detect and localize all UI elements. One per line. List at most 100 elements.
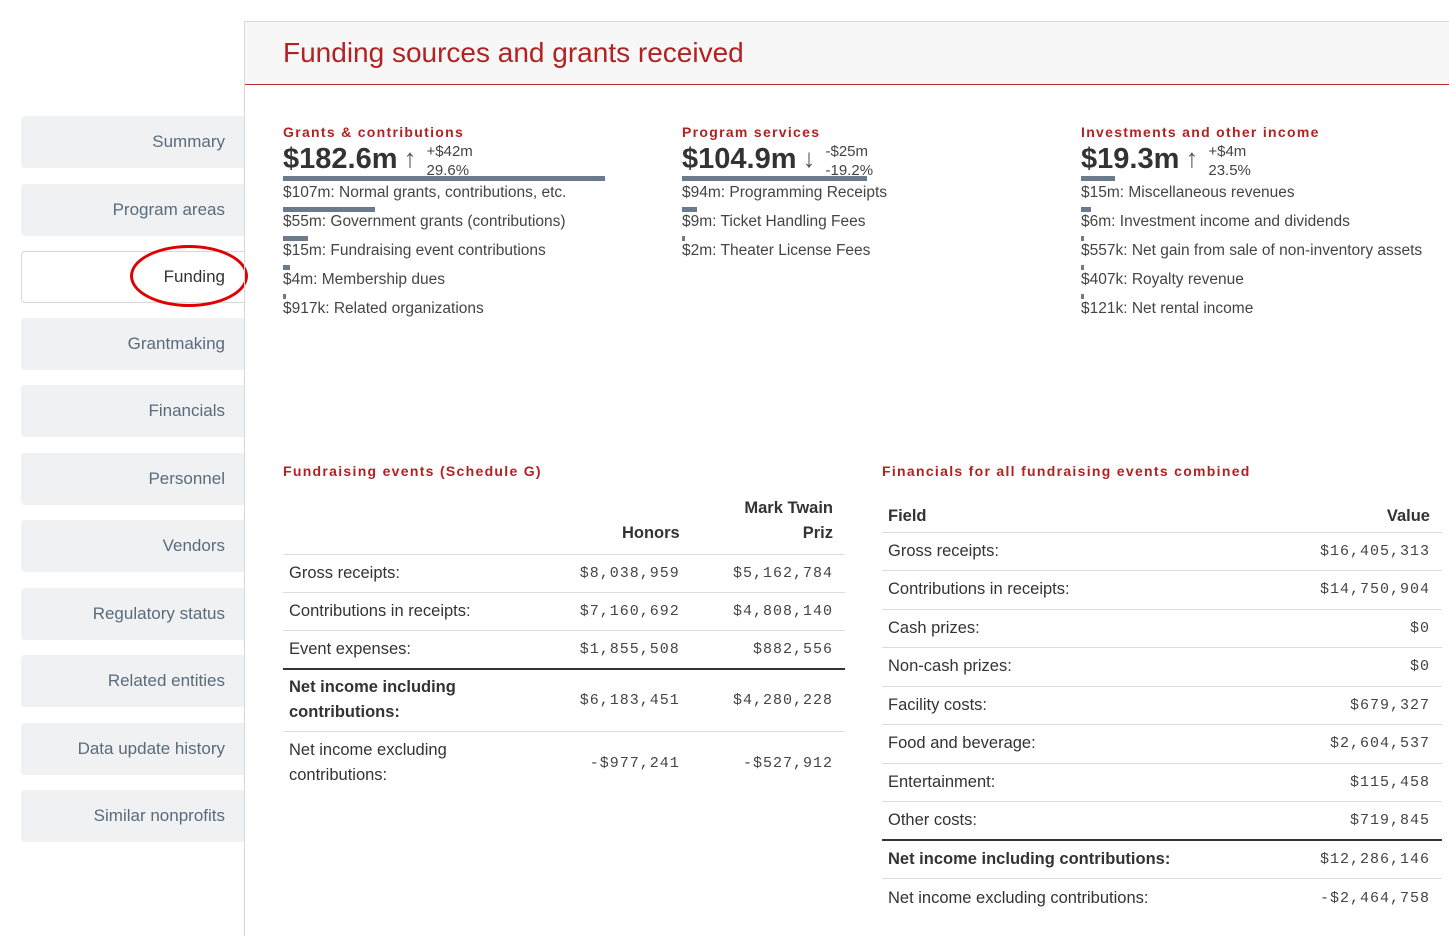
- headline: $19.3m ↑ +$4m 23.5%: [1081, 142, 1441, 179]
- change-absolute: +$42m: [426, 143, 473, 160]
- arrow-up-icon: ↑: [1185, 143, 1199, 173]
- table-row: Net income excluding contributions: -$2,4…: [882, 879, 1442, 918]
- column-header: Honors: [538, 496, 692, 555]
- breakdown-text: $107m: Normal grants, contributions, etc…: [283, 184, 567, 201]
- breakdown-bar: [283, 294, 286, 299]
- breakdown-bar: [682, 207, 697, 212]
- row-field: Other costs:: [882, 801, 1275, 841]
- sidebar-item-vendors[interactable]: Vendors: [21, 520, 245, 572]
- table-row: Facility costs: $679,327: [882, 686, 1442, 725]
- breakdown-text: $557k: Net gain from sale of non-invento…: [1081, 242, 1423, 259]
- row-field: Event expenses:: [283, 630, 539, 669]
- breakdown-item: $6m: Investment income and dividends: [1081, 207, 1441, 231]
- change-info: -$25m -19.2%: [826, 142, 874, 180]
- table-row: Entertainment: $115,458: [882, 763, 1442, 802]
- breakdown-list: $107m: Normal grants, contributions, etc…: [283, 184, 663, 318]
- sidebar-item-data-update-history[interactable]: Data update history: [21, 723, 245, 775]
- breakdown-list: $15m: Miscellaneous revenues $6m: Investm…: [1081, 184, 1441, 318]
- row-value: $2,604,537: [1274, 724, 1442, 764]
- row-value-twain: $4,808,140: [691, 592, 845, 631]
- row-value: $679,327: [1274, 686, 1442, 725]
- breakdown-bar: [1081, 207, 1092, 212]
- breakdown-list: $94m: Programming Receipts $9m: Ticket Ha…: [682, 184, 1062, 260]
- section-label: Program services: [682, 124, 821, 140]
- headline: $182.6m ↑ +$42m 29.6%: [283, 142, 663, 179]
- row-value-twain: -$527,912: [742, 754, 833, 772]
- arrow-up-icon: ↑: [403, 143, 417, 173]
- row-field: Gross receipts:: [283, 554, 539, 593]
- table-row: Net income including contributions: $6,1…: [283, 667, 845, 732]
- table-row: Gross receipts: $16,405,313: [882, 532, 1442, 571]
- change-absolute: -$25m: [825, 143, 869, 160]
- row-field: Net income including contributions:: [283, 667, 539, 732]
- sidebar-item-summary[interactable]: Summary: [21, 116, 245, 168]
- sidebar-item-similar-nonprofits[interactable]: Similar nonprofits: [21, 790, 245, 842]
- row-value: $0: [1274, 647, 1442, 687]
- row-value: $16,405,313: [1274, 532, 1442, 571]
- total-bar: [682, 176, 867, 181]
- breakdown-text: $94m: Programming Receipts: [682, 184, 888, 201]
- change-percent: 23.5%: [1208, 162, 1251, 179]
- change-percent: 29.6%: [426, 162, 470, 179]
- row-value-honors: $1,855,508: [538, 630, 692, 669]
- row-field: Net income excluding contributions:: [888, 888, 1149, 907]
- sidebar-item-regulatory-status[interactable]: Regulatory status: [21, 588, 245, 640]
- breakdown-bar: [283, 236, 309, 241]
- table-header-row: Honors Mark Twain Priz: [283, 496, 845, 555]
- page-title: Funding sources and grants received: [283, 37, 744, 68]
- breakdown-item: $15m: Fundraising event contributions: [283, 236, 663, 260]
- row-value-honors: $6,183,451: [538, 667, 692, 732]
- row-value-twain: $882,556: [691, 630, 845, 669]
- column-header: [283, 496, 539, 555]
- table-row: Net income excluding contributions: -$97…: [283, 732, 845, 795]
- column-header: Mark Twain Priz: [691, 496, 845, 555]
- breakdown-text: $917k: Related organizations: [283, 300, 484, 317]
- row-value: $719,845: [1274, 801, 1442, 841]
- total-amount: $19.3m: [1081, 143, 1180, 175]
- row-field: Facility costs:: [882, 686, 1275, 725]
- events-section-label: Fundraising events (Schedule G): [283, 463, 542, 479]
- table-row: Contributions in receipts: $7,160,692 $4…: [283, 592, 845, 631]
- breakdown-item: $9m: Ticket Handling Fees: [682, 207, 1062, 231]
- row-field: Cash prizes:: [882, 609, 1275, 648]
- breakdown-bar: [283, 265, 290, 270]
- change-absolute: +$4m: [1208, 143, 1247, 160]
- funding-grants-section: Grants & contributions $182.6m ↑ +$42m 2…: [283, 124, 663, 323]
- table-header-row: Field Value: [882, 496, 1442, 533]
- sidebar-item-grantmaking[interactable]: Grantmaking: [21, 318, 245, 370]
- row-value-honors: $8,038,959: [538, 554, 692, 593]
- main-panel: Funding sources and grants received Gran…: [244, 21, 1449, 936]
- breakdown-item: $917k: Related organizations: [283, 294, 663, 318]
- breakdown-text: $4m: Membership dues: [283, 271, 445, 288]
- sidebar-item-program-areas[interactable]: Program areas: [21, 184, 245, 236]
- row-field: Contributions in receipts:: [882, 570, 1275, 610]
- change-info: +$42m 29.6%: [427, 142, 473, 180]
- sidebar-item-personnel[interactable]: Personnel: [21, 453, 245, 505]
- total-amount: $104.9m: [682, 143, 797, 175]
- breakdown-bar: [1081, 265, 1084, 270]
- funding-program-section: Program services $104.9m ↓ -$25m -19.2% …: [682, 124, 1062, 265]
- breakdown-item: $55m: Government grants (contributions): [283, 207, 663, 231]
- row-field: Entertainment:: [882, 763, 1275, 802]
- table-row: Net income including contributions: $12,2…: [882, 839, 1442, 879]
- breakdown-text: $9m: Ticket Handling Fees: [682, 213, 866, 230]
- breakdown-text: $15m: Miscellaneous revenues: [1081, 184, 1295, 201]
- sidebar-item-funding[interactable]: Funding: [21, 251, 245, 303]
- row-value-honors: -$977,241: [589, 754, 680, 772]
- breakdown-item: $557k: Net gain from sale of non-invento…: [1081, 236, 1441, 260]
- change-info: +$4m 23.5%: [1208, 142, 1251, 180]
- sidebar-item-related-entities[interactable]: Related entities: [21, 655, 245, 707]
- breakdown-item: $2m: Theater License Fees: [682, 236, 1062, 260]
- table-row: Event expenses: $1,855,508 $882,556: [283, 630, 845, 669]
- arrow-down-icon: ↓: [802, 143, 816, 173]
- combined-section-label: Financials for all fundraising events co…: [882, 463, 1251, 479]
- total-bar: [283, 176, 605, 181]
- total-amount: $182.6m: [283, 143, 398, 175]
- sidebar-nav: Summary Program areas Funding Grantmakin…: [0, 0, 248, 936]
- sidebar-item-financials[interactable]: Financials: [21, 385, 245, 437]
- breakdown-text: $15m: Fundraising event contributions: [283, 242, 546, 259]
- column-header-field: Field: [882, 496, 1275, 533]
- row-field: Contributions in receipts:: [283, 592, 539, 631]
- combined-financials-table: Field Value Gross receipts: $16,405,313 Co…: [882, 496, 1442, 917]
- table-row: Cash prizes: $0: [882, 609, 1442, 648]
